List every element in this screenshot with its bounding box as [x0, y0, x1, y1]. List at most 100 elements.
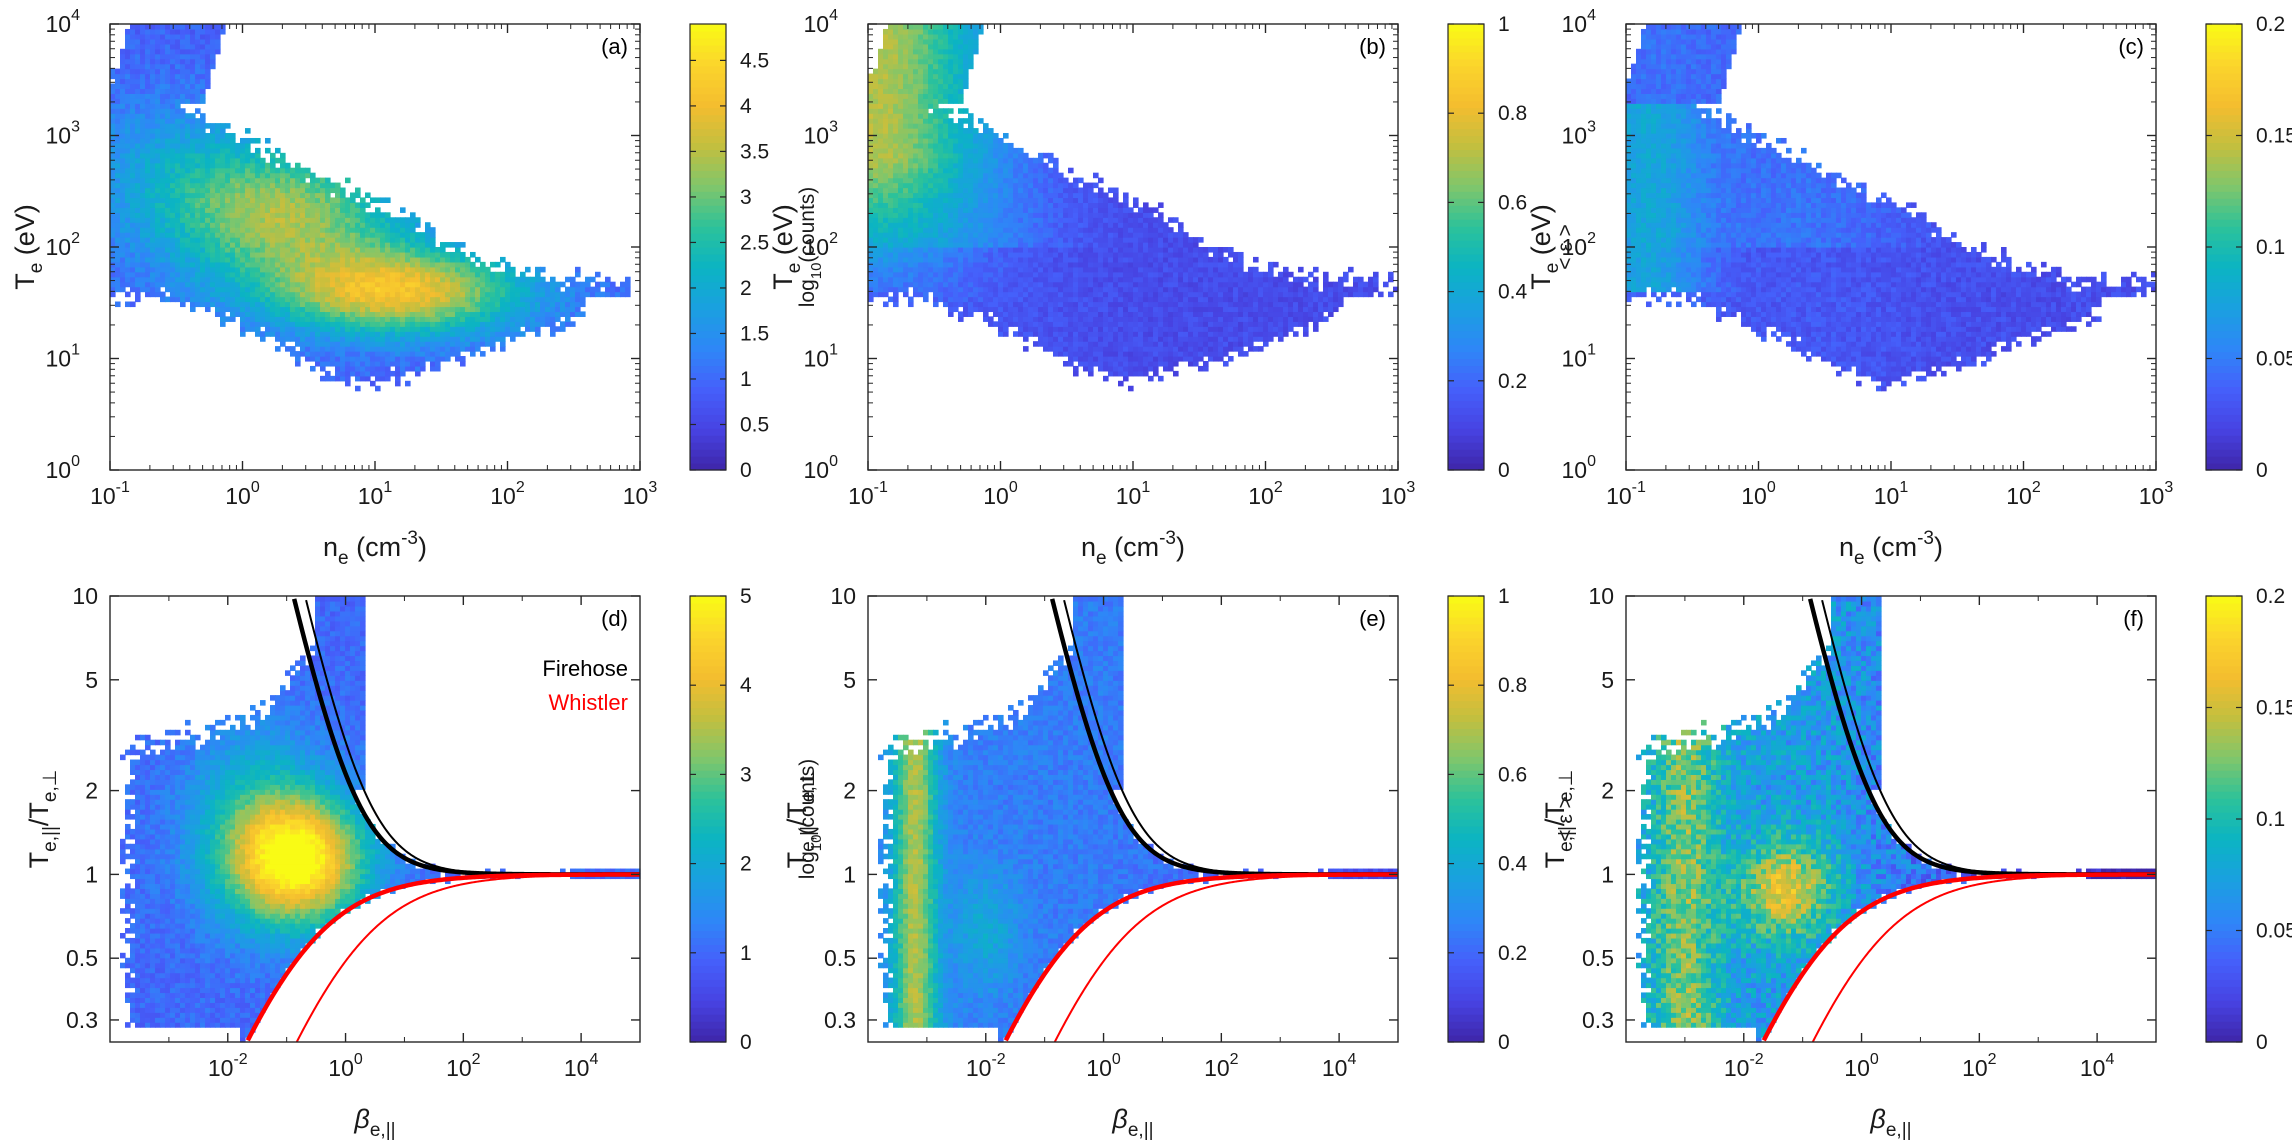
heatmap-cell: [110, 113, 116, 119]
heatmap-cell: [250, 251, 256, 258]
heatmap-cell: [450, 251, 456, 258]
heatmap-cell: [485, 311, 491, 317]
heatmap-cell: [180, 128, 186, 134]
x-tick-label: 102: [490, 479, 525, 509]
heatmap-cell: [290, 237, 296, 243]
heatmap-cell: [465, 281, 471, 288]
heatmap-cell: [145, 202, 151, 208]
heatmap-cell: [245, 212, 251, 218]
heatmap-cell: [445, 341, 451, 347]
heatmap-cell: [983, 227, 989, 233]
heatmap-cell: [135, 68, 141, 75]
heatmap-cell: [185, 192, 191, 199]
heatmap-cell: [360, 222, 366, 228]
heatmap-cell: [400, 286, 406, 293]
heatmap-cell: [480, 336, 486, 342]
heatmap-cell: [878, 142, 884, 149]
heatmap-cell: [270, 157, 276, 164]
heatmap-cell: [963, 271, 969, 278]
heatmap-cell: [888, 108, 894, 114]
heatmap-cell: [948, 133, 954, 139]
heatmap-cell: [968, 306, 974, 313]
heatmap-cell: [893, 167, 899, 174]
heatmap-cell: [888, 142, 894, 149]
heatmap-cell: [250, 217, 256, 223]
heatmap-cell: [400, 281, 406, 288]
heatmap-cell: [1013, 316, 1019, 322]
heatmap-cell: [140, 217, 146, 223]
heatmap-cell: [933, 202, 939, 208]
heatmap-cell: [255, 137, 261, 144]
heatmap-cell: [175, 296, 181, 303]
heatmap-cell: [878, 172, 884, 179]
heatmap-cell: [465, 311, 471, 317]
heatmap-cell: [360, 331, 366, 337]
heatmap-cell: [375, 266, 381, 273]
colorbar-step: [690, 309, 726, 318]
heatmap-cell: [420, 256, 426, 263]
heatmap-cell: [530, 301, 536, 308]
heatmap-cell: [200, 68, 206, 75]
heatmap-cell: [993, 172, 999, 179]
heatmap-cell: [270, 212, 276, 218]
heatmap-cell: [140, 182, 146, 189]
heatmap-cell: [450, 266, 456, 273]
heatmap-cell: [165, 142, 171, 149]
heatmap-cell: [245, 152, 251, 159]
heatmap-cell: [355, 385, 361, 392]
heatmap-cell: [868, 162, 874, 169]
heatmap-cell: [405, 316, 411, 322]
heatmap-cell: [888, 202, 894, 208]
heatmap-cell: [255, 301, 261, 308]
heatmap-cell: [460, 301, 466, 308]
heatmap-cell: [978, 207, 984, 213]
heatmap-cell: [315, 261, 321, 268]
heatmap-cell: [305, 346, 311, 352]
heatmap-cell: [225, 172, 231, 179]
heatmap-cell: [155, 28, 161, 35]
heatmap-cell: [355, 365, 361, 372]
heatmap-cell: [135, 147, 141, 154]
heatmap-cell: [310, 341, 316, 347]
heatmap-cell: [225, 197, 231, 203]
heatmap-cell: [220, 301, 226, 308]
heatmap-cell: [190, 212, 196, 218]
heatmap-cell: [908, 58, 914, 65]
heatmap-cell: [505, 326, 511, 332]
heatmap-cell: [275, 247, 281, 253]
heatmap-cell: [878, 118, 884, 124]
heatmap-cell: [220, 316, 226, 322]
heatmap-cell: [370, 365, 376, 372]
heatmap-cell: [140, 271, 146, 278]
heatmap-cell: [315, 256, 321, 263]
heatmap-cell: [180, 78, 186, 85]
heatmap-cell: [1008, 247, 1014, 253]
heatmap-cell: [430, 331, 436, 337]
heatmap-cell: [250, 212, 256, 218]
heatmap-cell: [400, 291, 406, 298]
heatmap-cell: [360, 217, 366, 223]
heatmap-cell: [195, 187, 201, 194]
heatmap-cell: [290, 177, 296, 184]
heatmap-cell: [998, 281, 1004, 288]
heatmap-cell: [330, 227, 336, 233]
heatmap-cell: [120, 142, 126, 149]
heatmap-cell: [270, 321, 276, 327]
heatmap-cell: [345, 242, 351, 248]
heatmap-cell: [115, 232, 121, 238]
heatmap-cell: [335, 331, 341, 337]
heatmap-cell: [878, 83, 884, 90]
heatmap-cell: [913, 286, 919, 293]
heatmap-cell: [490, 346, 496, 352]
heatmap-cell: [250, 207, 256, 213]
heatmap-cell: [215, 311, 221, 317]
heatmap-cell: [235, 207, 241, 213]
heatmap-cell: [1013, 242, 1019, 248]
heatmap-cell: [140, 118, 146, 124]
heatmap-cell: [918, 162, 924, 169]
heatmap-cell: [943, 118, 949, 124]
heatmap-cell: [415, 351, 421, 357]
heatmap-cell: [340, 266, 346, 273]
heatmap-cell: [550, 301, 556, 308]
heatmap-cell: [430, 360, 436, 367]
